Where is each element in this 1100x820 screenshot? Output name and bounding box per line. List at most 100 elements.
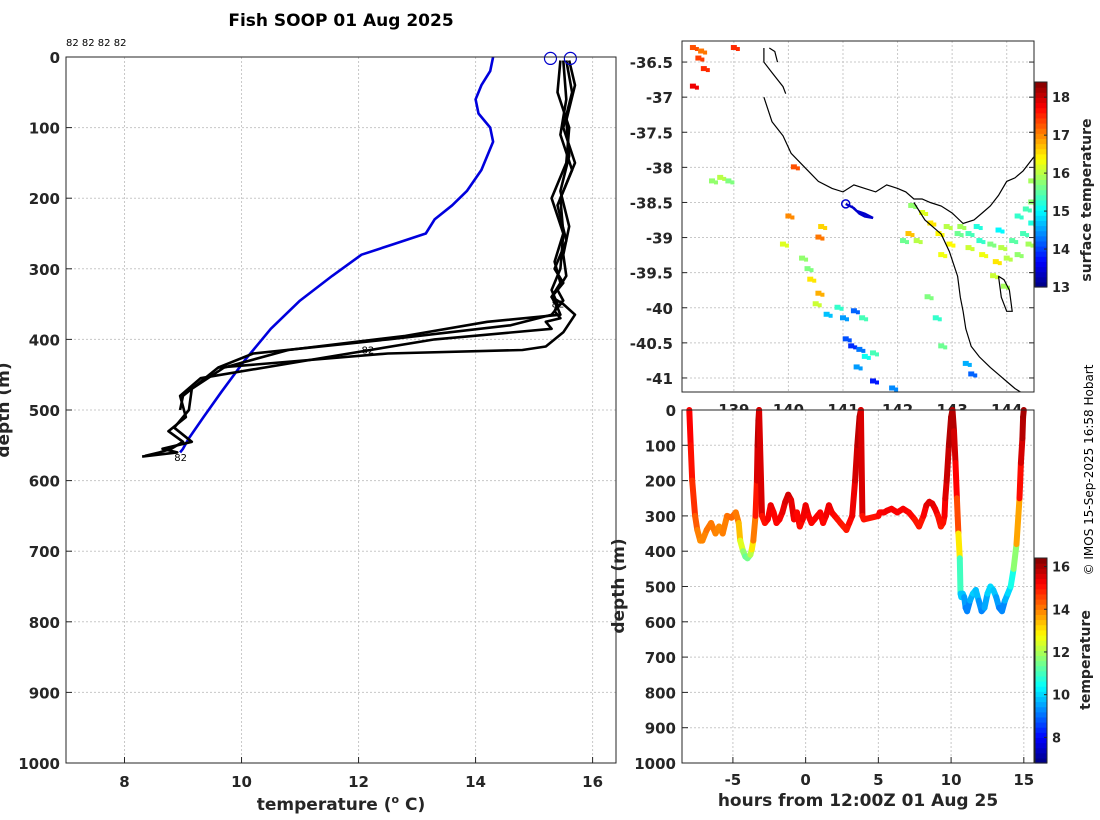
section-track-segment-27 — [756, 407, 765, 519]
map-sst-pixel-37 — [908, 202, 915, 208]
map-colorbar-step-38 — [1035, 87, 1047, 93]
map-sst-pixel-66 — [957, 224, 964, 230]
map-colorbar-step-8 — [1035, 240, 1047, 247]
section-ytick-label-700: 700 — [645, 649, 676, 667]
section-colorbar-step-12 — [1035, 696, 1047, 703]
section-xtick-label-10: 10 — [941, 771, 962, 789]
map-sst-pixel-63 — [990, 273, 997, 279]
profile-ytick-label-900: 900 — [29, 684, 60, 702]
section-colorbar-step-5 — [1035, 732, 1047, 738]
section-track-segment-1 — [687, 442, 696, 484]
section-ytick-label-200: 200 — [645, 473, 676, 491]
section-colorbar-step-28 — [1035, 614, 1047, 621]
section-colorbar-step-20 — [1035, 655, 1047, 662]
map-sst-pixel-b-63 — [995, 275, 1000, 280]
section-colorbar-step-25 — [1035, 629, 1047, 636]
section-colorbar-step-36 — [1035, 573, 1047, 580]
map-sst-pixel-b-48 — [1025, 233, 1030, 238]
section-colorbar-step-33 — [1035, 588, 1047, 595]
map-sst-pixel-21 — [839, 315, 846, 321]
profile-start-marker-1 — [543, 51, 558, 66]
map-colorbar-step-36 — [1035, 97, 1047, 104]
map-sst-pixel-b-23 — [864, 317, 869, 322]
map-ytick-label-6: -39.5 — [630, 265, 673, 283]
map-sst-pixel-b-69 — [1019, 215, 1024, 220]
section-track-segment-95 — [956, 555, 964, 597]
map-sst-pixel-48 — [1020, 231, 1027, 237]
map-sst-pixel-b-8 — [730, 180, 735, 185]
map-sst-pixel-31 — [889, 385, 896, 391]
map-grid — [682, 41, 1034, 392]
map-panel: 139140141142143144-36.5-37-37.5-38-38.5-… — [630, 40, 1095, 419]
map-sst-pixel-30 — [870, 378, 877, 384]
map-colorbar-label-13: 13 — [1052, 281, 1070, 296]
map-sst-pixel-b-14 — [804, 257, 809, 262]
map-sst-pixel-b-54 — [1019, 254, 1024, 259]
map-sst-pixel-9 — [790, 164, 797, 170]
map-sst-pixel-b-6 — [714, 180, 719, 185]
map-sst-pixel-b-51 — [984, 254, 989, 259]
map-colorbar-step-1 — [1035, 276, 1047, 283]
map-sst-pixel-14 — [799, 255, 806, 261]
map-colorbar-step-21 — [1035, 174, 1047, 180]
map-colorbar-step-26 — [1035, 148, 1047, 155]
profile-id-label-3: 82 — [174, 453, 187, 464]
profile-panel: 82 82 82 8 10 12 14 16 0 100 200 300 400 500 600 700 80… — [0, 38, 617, 815]
map-colorbar-step-23 — [1035, 164, 1047, 170]
map-colorbar-label-17: 17 — [1052, 129, 1070, 144]
map-ytick-label-8: -40.5 — [630, 335, 673, 353]
section-panel: -5 0 5 10 15 0 100 200 300 400 500 600 700 800 900 1000… — [609, 402, 1094, 811]
section-colorbar-step-31 — [1035, 599, 1047, 605]
section-track-segment-2 — [689, 477, 699, 519]
profile-ytick-label-200: 200 — [29, 190, 60, 208]
map-sst-pixel-b-5 — [735, 47, 740, 52]
map-colorbar-step-32 — [1035, 117, 1047, 124]
section-colorbar-step-26 — [1035, 624, 1047, 631]
map-colorbar-step-19 — [1035, 184, 1047, 191]
profile-xtick-label-10: 10 — [231, 773, 252, 791]
section-track-segment-94 — [955, 530, 963, 562]
map-sst-pixel-41 — [943, 224, 950, 230]
section-colorbar-step-9 — [1035, 711, 1047, 718]
map-sst-pixel-40 — [935, 231, 942, 237]
map-colorbar-label-18: 18 — [1052, 91, 1070, 106]
profile-start-marker-2 — [563, 51, 577, 66]
map-colorbar-step-30 — [1035, 128, 1047, 134]
map-colorbar-step-6 — [1035, 251, 1047, 257]
map-sst-pixel-64 — [1000, 283, 1007, 289]
map-sst-pixel-b-47 — [1014, 240, 1019, 245]
map-ytick-label-7: -40 — [646, 300, 673, 318]
map-sst-pixel-57 — [1022, 206, 1029, 212]
map-sst-pixel-b-66 — [962, 226, 967, 231]
map-colorbar-step-28 — [1035, 138, 1047, 145]
map-sst-pixel-16 — [807, 276, 814, 282]
section-ytick-label-500: 500 — [645, 579, 676, 597]
section-colorbar-label-12: 12 — [1052, 646, 1070, 661]
map-sst-pixel-b-68 — [1000, 229, 1005, 234]
profile-xlabel: temperature (o C) — [257, 793, 426, 815]
section-ytick-label-0: 0 — [666, 402, 676, 420]
map-track-start-marker — [840, 199, 851, 209]
map-sst-pixel-27 — [861, 353, 868, 359]
profile-ytick-label-800: 800 — [29, 614, 60, 632]
map-sst-pixel-15 — [804, 266, 811, 272]
section-colorbar-step-11 — [1035, 701, 1047, 708]
map-sst-pixel-b-35 — [967, 362, 972, 367]
map-sst-pixel-b-62 — [951, 243, 956, 248]
map-colorbar-step-7 — [1035, 246, 1047, 252]
map-sst-pixel-b-9 — [795, 166, 800, 171]
map-sst-pixel-49 — [1028, 220, 1034, 226]
map-sst-pixel-b-7 — [722, 176, 727, 181]
section-track-segment-23 — [752, 477, 760, 519]
section-ytick-label-100: 100 — [645, 437, 676, 455]
map-sst-pixel-b-52 — [997, 261, 1002, 266]
map-ytick-label-5: -39 — [646, 230, 673, 248]
map-sst-pixel-51 — [979, 252, 986, 258]
map-coast-mainland — [763, 97, 1034, 225]
map-colorbar-step-29 — [1035, 133, 1047, 139]
section-track-segment-122 — [1020, 407, 1027, 421]
section-colorbar-step-17 — [1035, 670, 1047, 677]
map-ytick-label-9: -41 — [646, 370, 673, 388]
map-sst-pixel-b-25 — [853, 345, 858, 350]
map-sst-pixel-b-3 — [705, 68, 710, 73]
